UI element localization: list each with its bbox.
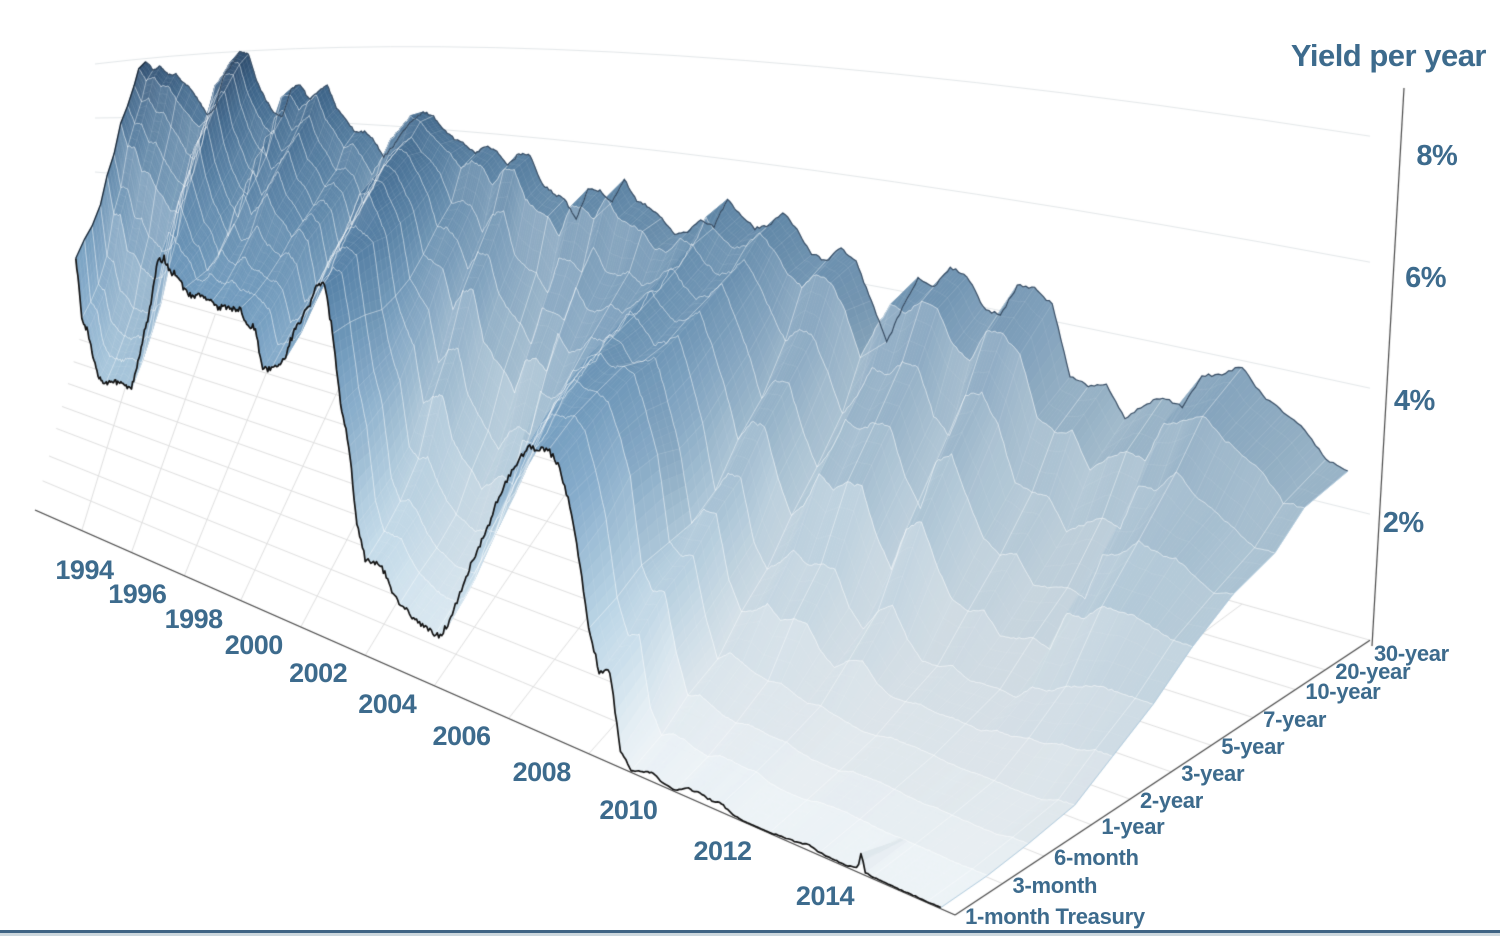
bottom-rule-shadow <box>0 933 1500 936</box>
chart-title: Yield per year <box>1290 38 1487 73</box>
bottom-rule <box>0 930 1500 933</box>
